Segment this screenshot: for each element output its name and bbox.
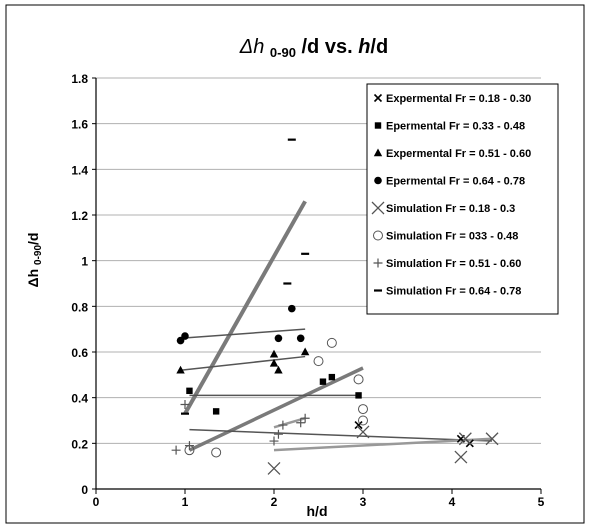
x-tick-label-2: 2 [271, 495, 278, 509]
legend-marker-4 [371, 201, 385, 215]
point-s1-1 [212, 408, 220, 415]
legend-marker-6 [373, 258, 383, 268]
point-s6-4 [273, 429, 283, 439]
trend-line-2 [180, 328, 306, 340]
data-points [171, 138, 499, 475]
trend-line-3 [180, 355, 306, 372]
y-tick-label-2: 0.4 [71, 392, 88, 406]
x-tick-label-3: 3 [360, 495, 367, 509]
y-tick-label-7: 1.4 [71, 163, 88, 177]
y-tick-label-9: 1.8 [71, 72, 88, 86]
trend-line-6 [273, 437, 493, 452]
point-s5-5 [358, 404, 368, 415]
legend-marker-5 [373, 230, 383, 241]
point-s5-6 [358, 415, 368, 426]
trend-line-5 [189, 428, 493, 442]
point-s5-4 [353, 374, 364, 385]
y-tick-label-5: 1 [81, 255, 88, 269]
legend-marker-0 [373, 93, 383, 103]
trend-line-0 [183, 200, 307, 415]
legend-label-5: Simulation Fr = 033 - 0.48 [386, 231, 518, 243]
legend-marker-1 [374, 122, 382, 129]
y-tick-label-4: 0.8 [71, 300, 88, 314]
ylabel-subscript: 0-90 [33, 245, 44, 265]
point-s3-1 [181, 332, 189, 340]
legend-label-4: Simulation Fr = 0.18 - 0.3 [386, 203, 515, 215]
title-delta-h: Δh [239, 36, 270, 58]
point-s1-0 [186, 387, 193, 395]
legend-label-6: Simulation Fr = 0.51 - 0.60 [386, 258, 521, 270]
point-s6-7 [300, 413, 310, 423]
point-s5-2 [313, 356, 324, 367]
y-tick-label-1: 0.2 [71, 437, 88, 451]
x-tick-label-1: 1 [182, 495, 189, 509]
legend-box [366, 83, 559, 315]
legend-label-2: Expermental Fr = 0.51 - 0.60 [386, 148, 531, 160]
title-d: /d [370, 36, 388, 58]
ylabel-delta-h: Δh [25, 265, 41, 288]
trend-line-7 [273, 417, 306, 429]
point-s5-3 [326, 337, 337, 348]
legend: Expermental Fr = 0.18 - 0.30 Epermental F… [366, 83, 559, 315]
title-subscript: 0-90 [270, 45, 296, 60]
legend-label-0: Expermental Fr = 0.18 - 0.30 [386, 93, 531, 105]
y-tick-label-6: 1.2 [71, 209, 88, 223]
title-over-d: /d vs. [296, 36, 358, 58]
legend-marker-3 [374, 176, 382, 185]
point-s6-1 [180, 400, 190, 410]
trend-lines [180, 200, 493, 452]
legend-label-7: Simulation Fr = 0.64 - 0.78 [386, 286, 521, 298]
legend-label-1: Epermental Fr = 0.33 - 0.48 [386, 121, 525, 133]
point-s4-1 [356, 425, 370, 439]
point-s2-4 [300, 347, 310, 356]
point-s2-2 [269, 358, 279, 367]
point-s5-1 [211, 447, 222, 458]
point-s3-3 [288, 304, 296, 313]
point-s1-4 [355, 392, 362, 399]
legend-marker-2 [373, 148, 383, 157]
point-s4-0 [267, 461, 281, 475]
legend-label-3: Epermental Fr = 0.64 - 0.78 [386, 176, 525, 188]
point-s4-4 [485, 432, 499, 446]
x-tick-label-0: 0 [93, 495, 100, 509]
point-s6-5 [278, 420, 288, 430]
point-s2-0 [176, 365, 185, 374]
point-s6-2 [184, 441, 194, 451]
point-s1-2 [319, 378, 327, 385]
y-tick-label-0: 0 [81, 483, 88, 497]
point-s6-0 [171, 445, 181, 455]
ylabel-over-d: /d [25, 233, 41, 245]
y-tick-label-8: 1.6 [71, 118, 88, 132]
axes [92, 77, 542, 494]
y-tick-label-3: 0.6 [71, 346, 88, 360]
y-axis-label: Δh 0-90/d [25, 233, 44, 288]
point-s6-6 [296, 418, 306, 428]
point-s6-3 [269, 436, 279, 446]
point-s3-4 [296, 334, 305, 343]
x-axis-label: h/d [307, 503, 328, 519]
point-s4-2 [454, 450, 468, 464]
point-s2-1 [269, 349, 279, 358]
point-s1-3 [328, 373, 336, 381]
x-tick-label-5: 5 [538, 495, 545, 509]
point-s3-2 [274, 334, 283, 343]
trend-line-1 [188, 366, 364, 452]
point-s0-0 [354, 421, 363, 430]
x-tick-label-4: 4 [449, 495, 456, 509]
title-h: h [358, 36, 370, 58]
tick-labels: 0 0.2 0.4 0.6 0.8 1 1.2 1.4 1.6 1.8 0 1 2 3 4 5 [71, 72, 544, 509]
point-s4-3 [458, 432, 472, 446]
chart-title: Δh 0-90 /d vs. h/d [239, 36, 388, 60]
point-s2-3 [274, 365, 283, 374]
